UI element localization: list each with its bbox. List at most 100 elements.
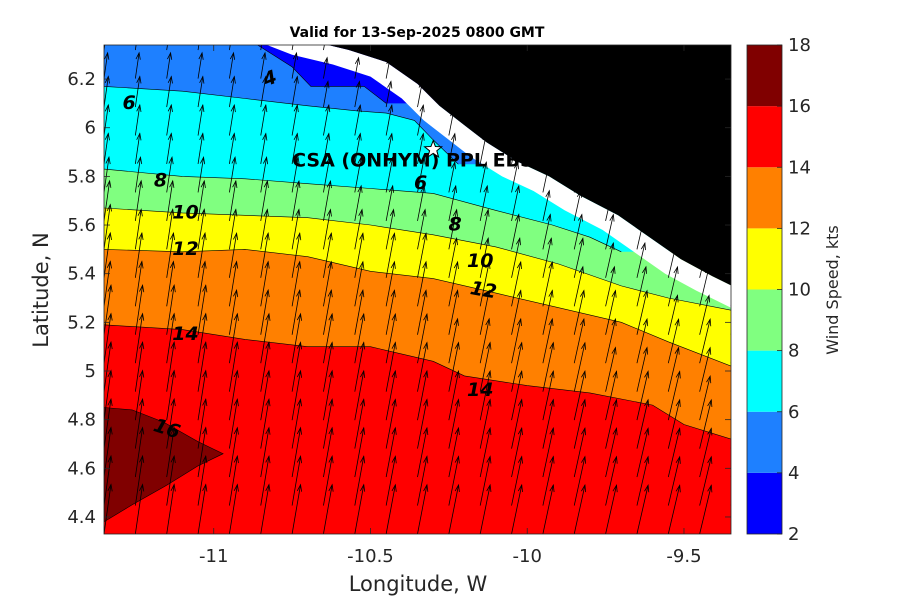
- wind-vector-shaft: [667, 399, 681, 449]
- wind-vector-shaft: [479, 238, 489, 278]
- y-axis-ticks: 4.4 4.6 4.8 5 5.2 5.4 5.6 5.8 6 6.2: [67, 69, 731, 528]
- wind-vector-shaft: [323, 105, 330, 136]
- wind-vector: [291, 426, 303, 478]
- wind-vector: [385, 341, 397, 392]
- wind-vector: [104, 340, 113, 392]
- wind-vector: [605, 47, 614, 79]
- wind-vector: [323, 288, 333, 335]
- wind-vector-shaft: [229, 76, 235, 108]
- wind-vector: [354, 426, 366, 478]
- wind-vector-head: [545, 75, 551, 84]
- wind-vector: [542, 317, 554, 364]
- wind-vector: [260, 179, 269, 221]
- wind-vector-head: [516, 289, 522, 298]
- wind-vector: [730, 418, 731, 421]
- wind-vector-head: [643, 289, 649, 298]
- wind-vector-head: [608, 161, 614, 170]
- wind-vector-shaft: [605, 428, 617, 478]
- wind-vector: [511, 426, 523, 478]
- wind-vector-shaft: [385, 185, 394, 221]
- wind-vector: [354, 483, 366, 534]
- site-star-icon: [423, 139, 444, 159]
- wind-vector: [260, 454, 271, 506]
- wind-vector: [417, 369, 429, 421]
- wind-vector: [229, 369, 239, 421]
- y-tick-label: 5.6: [67, 215, 96, 236]
- wind-vector-head: [360, 369, 366, 378]
- wind-vector-shaft: [573, 318, 585, 364]
- wind-vector-head: [264, 260, 270, 269]
- wind-vector: [667, 71, 678, 108]
- x-tick-label: -11: [199, 546, 228, 567]
- wind-vector-shaft: [573, 456, 586, 506]
- wind-vector-head: [482, 160, 488, 170]
- wind-vector-shaft: [699, 456, 712, 506]
- wind-vector-shaft: [542, 456, 554, 506]
- wind-vector: [197, 483, 208, 534]
- wind-vector-head: [263, 179, 269, 189]
- wind-vector-head: [673, 265, 679, 274]
- wind-vector-head: [423, 312, 429, 322]
- wind-vector-shaft: [104, 261, 111, 307]
- wind-vector-shaft: [323, 57, 328, 79]
- wind-vector-head: [232, 208, 238, 217]
- wind-vector-shaft: [260, 290, 269, 335]
- wind-vector: [323, 103, 331, 136]
- wind-vector-shaft: [354, 313, 365, 364]
- wind-vector: [448, 398, 460, 449]
- wind-vector-shaft: [354, 45, 357, 51]
- wind-vector-shaft: [479, 48, 487, 79]
- wind-vector-shaft: [104, 104, 109, 136]
- wind-vector: [166, 208, 175, 250]
- wind-vector: [699, 99, 709, 136]
- wind-vector-shaft: [448, 399, 459, 449]
- wind-vector-shaft: [385, 484, 396, 534]
- wind-vector-head: [170, 397, 176, 407]
- wind-vector-shaft: [323, 456, 333, 506]
- wind-vector-shaft: [197, 52, 203, 79]
- wind-vector-head: [705, 294, 711, 303]
- wind-vector: [134, 208, 143, 250]
- wind-vector-shaft: [134, 157, 141, 193]
- wind-vector: [291, 132, 299, 165]
- wind-vector: [511, 455, 523, 506]
- wind-vector-head: [391, 426, 397, 435]
- wind-vector-head: [739, 429, 743, 436]
- wind-vector: [323, 483, 334, 534]
- wind-vector-shaft: [134, 104, 141, 136]
- wind-vector: [636, 241, 646, 278]
- wind-vector-head: [233, 454, 239, 464]
- colorbar-band-8-10: [747, 289, 782, 351]
- wind-vector-shaft: [417, 52, 423, 79]
- wind-vector-head: [672, 213, 678, 222]
- wind-vector-head: [356, 132, 362, 141]
- wind-vector: [104, 283, 113, 335]
- wind-vector-head: [107, 369, 113, 378]
- wind-vector-head: [454, 341, 460, 350]
- wind-vector-shaft: [197, 399, 207, 449]
- wind-vector-shaft: [197, 261, 206, 307]
- wind-vector-head: [451, 160, 457, 170]
- wind-vector: [511, 369, 523, 421]
- wind-vector-shaft: [636, 72, 646, 108]
- wind-vector-head: [233, 397, 239, 407]
- wind-vector: [479, 75, 488, 108]
- wind-vector-shaft: [229, 180, 237, 221]
- wind-vector: [166, 51, 173, 79]
- wind-vector: [573, 398, 587, 449]
- wind-vector: [104, 369, 113, 421]
- wind-vector: [354, 80, 361, 108]
- wind-vector-shaft: [699, 485, 712, 534]
- wind-vector-shaft: [104, 52, 109, 79]
- wind-vector-shaft: [385, 456, 396, 506]
- wind-vector-head: [454, 426, 460, 436]
- wind-vector-shaft: [385, 57, 391, 79]
- wind-vector-head: [483, 184, 489, 194]
- wind-vector-head: [514, 184, 520, 194]
- wind-vector-head: [137, 208, 143, 217]
- wind-vector: [636, 455, 650, 506]
- wind-vector-shaft: [479, 133, 487, 165]
- wind-vector-head: [486, 426, 492, 436]
- wind-vector: [479, 104, 488, 136]
- wind-vector: [573, 265, 585, 307]
